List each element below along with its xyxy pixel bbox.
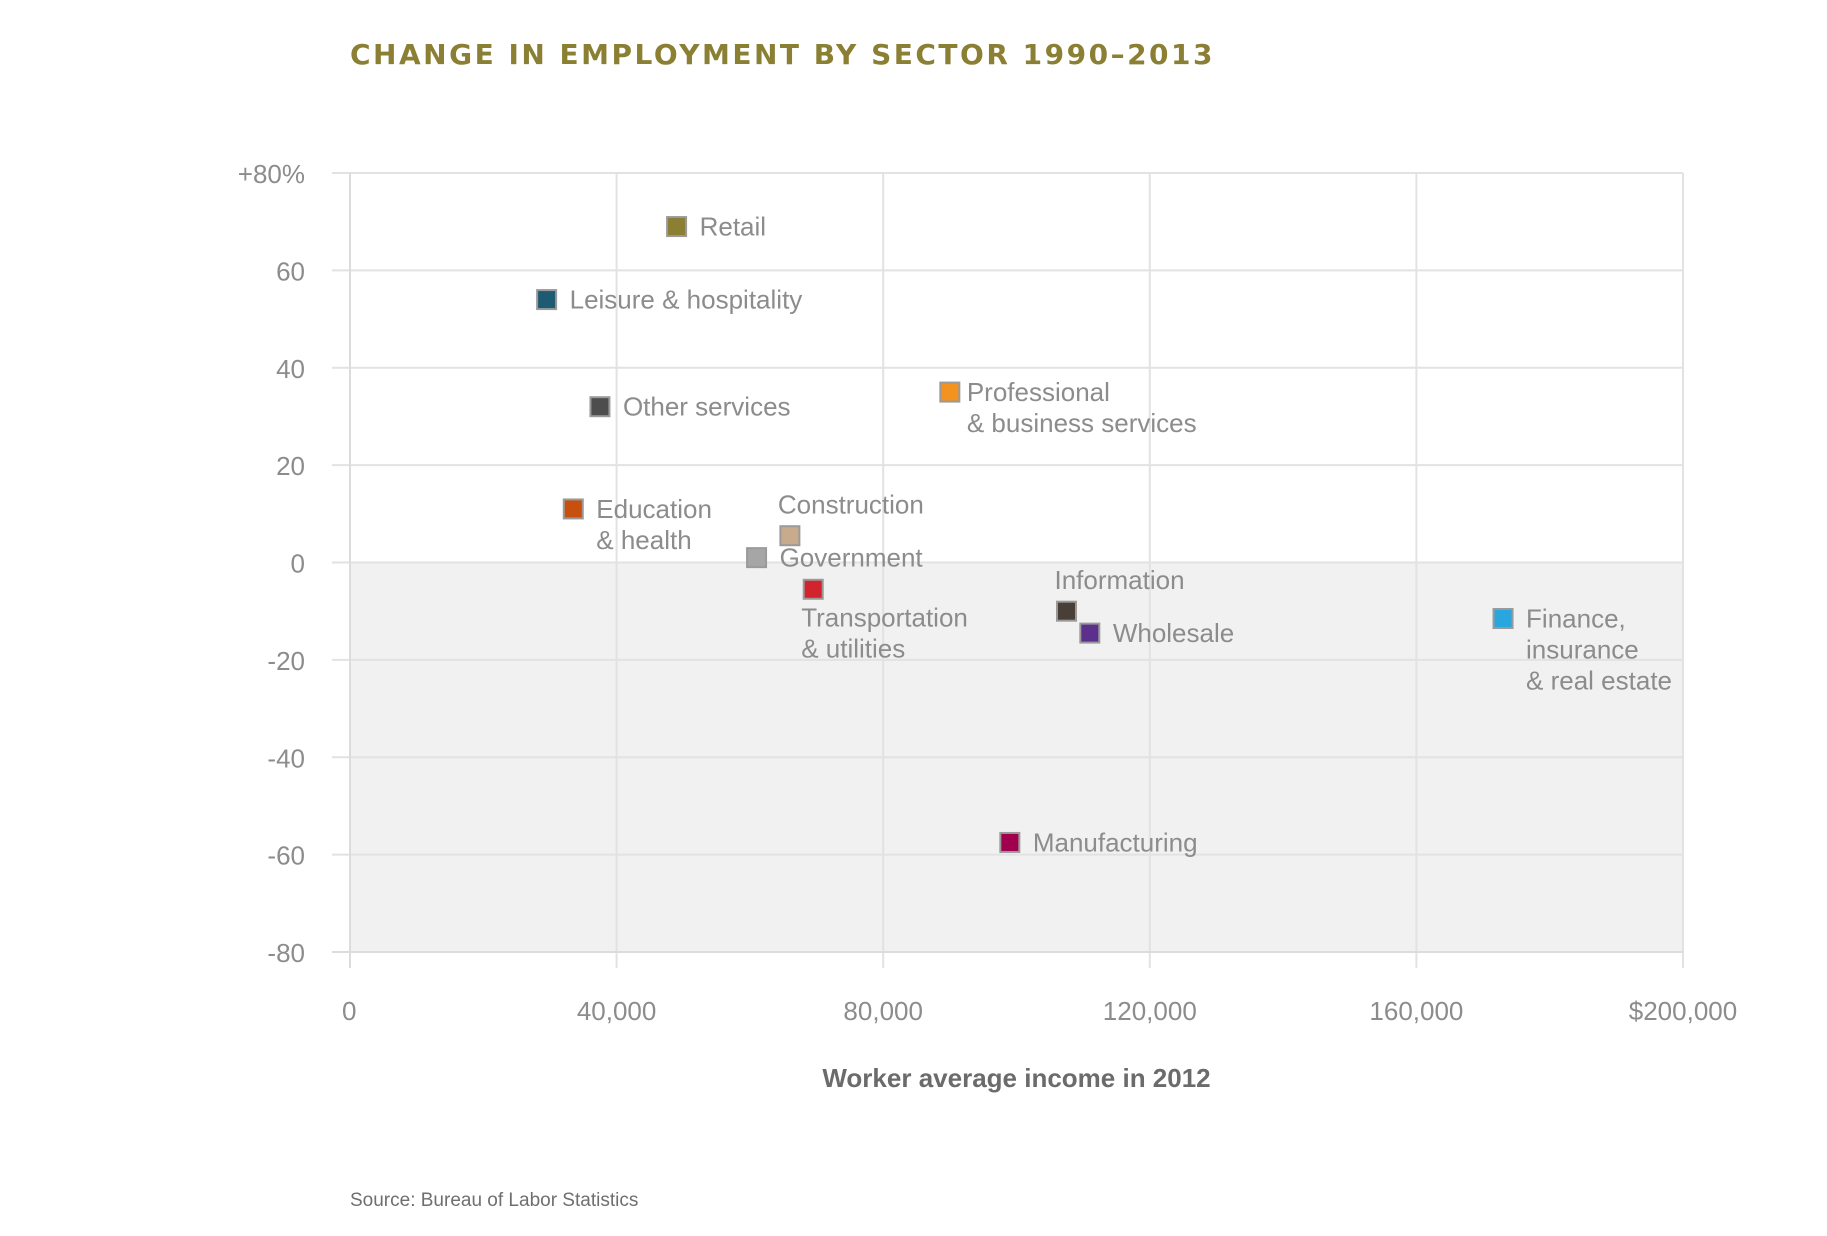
y-tick-label: 40 (276, 354, 305, 384)
point-leisure-hospitality: Leisure & hospitality (536, 285, 803, 315)
marker-transportation-utilities (802, 578, 824, 600)
marker-other-services (589, 396, 611, 418)
label-construction: Construction (778, 490, 924, 520)
label-finance-insurance-real-estate: Finance, insurance & real estate (1526, 603, 1672, 695)
point-professional-business-services: Professional & business services (939, 377, 1197, 438)
label-wholesale: Wholesale (1113, 618, 1234, 648)
y-tick-label: 20 (276, 451, 305, 481)
marker-finance-insurance-real-estate (1492, 607, 1514, 629)
data-points: Retail Leisure & hospitality Other service… (536, 212, 1672, 857)
x-tick-label: 0 (342, 996, 356, 1026)
point-other-services: Other services (589, 392, 791, 422)
y-tick-label: -40 (267, 743, 305, 773)
marker-wholesale (1079, 622, 1101, 644)
label-government: Government (780, 543, 924, 573)
marker-manufacturing (999, 831, 1021, 853)
label-line: Construction (778, 490, 924, 520)
label-line: Information (1054, 565, 1184, 595)
label-line: Wholesale (1113, 618, 1234, 648)
point-retail: Retail (666, 212, 766, 242)
label-manufacturing: Manufacturing (1033, 827, 1198, 857)
label-line: Other services (623, 392, 791, 422)
x-tick-label: 40,000 (577, 996, 657, 1026)
marker-leisure-hospitality (536, 289, 558, 311)
point-education-health: Education & health (562, 494, 712, 555)
label-line: Government (780, 543, 924, 573)
point-information: Information (1054, 565, 1185, 622)
y-tick-label: 0 (291, 549, 305, 579)
point-manufacturing: Manufacturing (999, 827, 1198, 857)
point-government: Government (746, 543, 924, 573)
point-wholesale: Wholesale (1079, 618, 1234, 648)
label-line: & health (596, 525, 691, 555)
axes (332, 173, 1683, 968)
label-line: & business services (967, 408, 1197, 438)
label-professional-business-services: Professional & business services (967, 377, 1197, 438)
x-axis-title: Worker average income in 2012 (822, 1063, 1210, 1093)
x-tick-label: 160,000 (1369, 996, 1463, 1026)
x-tick-label: 120,000 (1103, 996, 1197, 1026)
marker-retail (666, 216, 688, 238)
label-line: Professional (967, 377, 1110, 407)
y-tick-label: +80% (238, 159, 305, 189)
source-note: Source: Bureau of Labor Statistics (350, 1190, 639, 1211)
label-leisure-hospitality: Leisure & hospitality (570, 285, 803, 315)
gridlines (332, 172, 1684, 968)
label-education-health: Education & health (596, 494, 712, 555)
y-tick-label: 60 (276, 256, 305, 286)
point-transportation-utilities: Transportation & utilities (801, 578, 968, 663)
marker-information (1055, 600, 1077, 622)
label-other-services: Other services (623, 392, 791, 422)
label-line: Finance, (1526, 603, 1626, 633)
label-retail: Retail (700, 212, 766, 242)
y-tick-label: -80 (267, 938, 305, 968)
tick-labels: +80% 60 40 20 0 -20 -40 -60 -80 0 40,000 80,000 120,… (238, 159, 1737, 1026)
marker-government (746, 547, 768, 569)
label-line: Education (596, 494, 712, 524)
label-line: insurance (1526, 634, 1639, 664)
label-line: Retail (700, 212, 766, 242)
label-line: & real estate (1526, 665, 1672, 695)
label-line: Manufacturing (1033, 827, 1198, 857)
y-tick-label: -20 (267, 646, 305, 676)
x-tick-label: $200,000 (1629, 996, 1737, 1026)
label-line: & utilities (801, 633, 905, 663)
chart-title: CHANGE IN EMPLOYMENT BY SECTOR 1990–2013 (350, 38, 1215, 71)
label-line: Transportation (801, 602, 968, 632)
label-information: Information (1054, 565, 1184, 595)
y-tick-label: -60 (267, 841, 305, 871)
label-line: Leisure & hospitality (570, 285, 803, 315)
marker-education-health (562, 498, 584, 520)
label-transportation-utilities: Transportation & utilities (801, 602, 968, 663)
point-construction: Construction (778, 490, 924, 547)
x-tick-label: 80,000 (843, 996, 923, 1026)
marker-construction (779, 525, 801, 547)
point-finance-insurance-real-estate: Finance, insurance & real estate (1492, 603, 1672, 695)
marker-professional-business-services (939, 381, 961, 403)
